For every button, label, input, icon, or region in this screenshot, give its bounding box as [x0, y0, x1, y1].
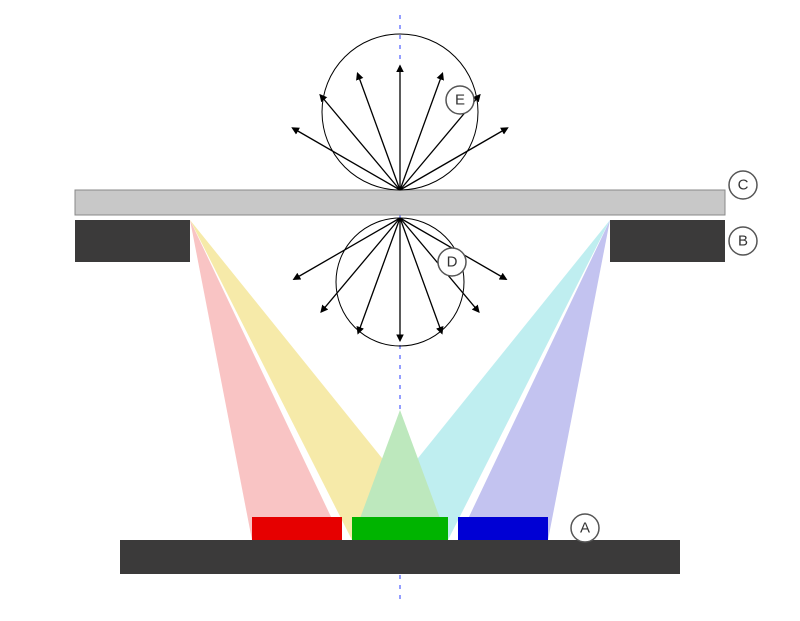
bottom-fan-ray [400, 218, 442, 333]
diagram-root: A B C D E [0, 0, 800, 621]
bottom-fan-ray [294, 218, 400, 279]
top-fan-ray [358, 73, 400, 190]
label-E: E [446, 86, 474, 114]
top-plate [75, 190, 725, 215]
top-fan-ray [400, 128, 507, 190]
label-C-text: C [738, 177, 749, 194]
right-side-bar [610, 220, 725, 262]
label-B: B [729, 227, 757, 255]
base-bar [120, 540, 680, 574]
top-fan-ray [293, 128, 400, 190]
top-fan-ray [320, 95, 400, 190]
label-A: A [571, 514, 599, 542]
cone-violet [458, 220, 610, 540]
red-pad [252, 517, 342, 540]
label-D: D [438, 248, 466, 276]
bottom-fan-ray [358, 218, 400, 333]
blue-pad [458, 517, 548, 540]
label-D-text: D [447, 254, 458, 271]
label-B-text: B [738, 233, 748, 250]
top-fan-ray [400, 73, 442, 190]
label-A-text: A [580, 520, 590, 537]
left-side-bar [75, 220, 190, 262]
cone-red [190, 220, 342, 540]
label-E-text: E [455, 92, 465, 109]
label-C: C [729, 171, 757, 199]
green-pad [352, 517, 448, 540]
